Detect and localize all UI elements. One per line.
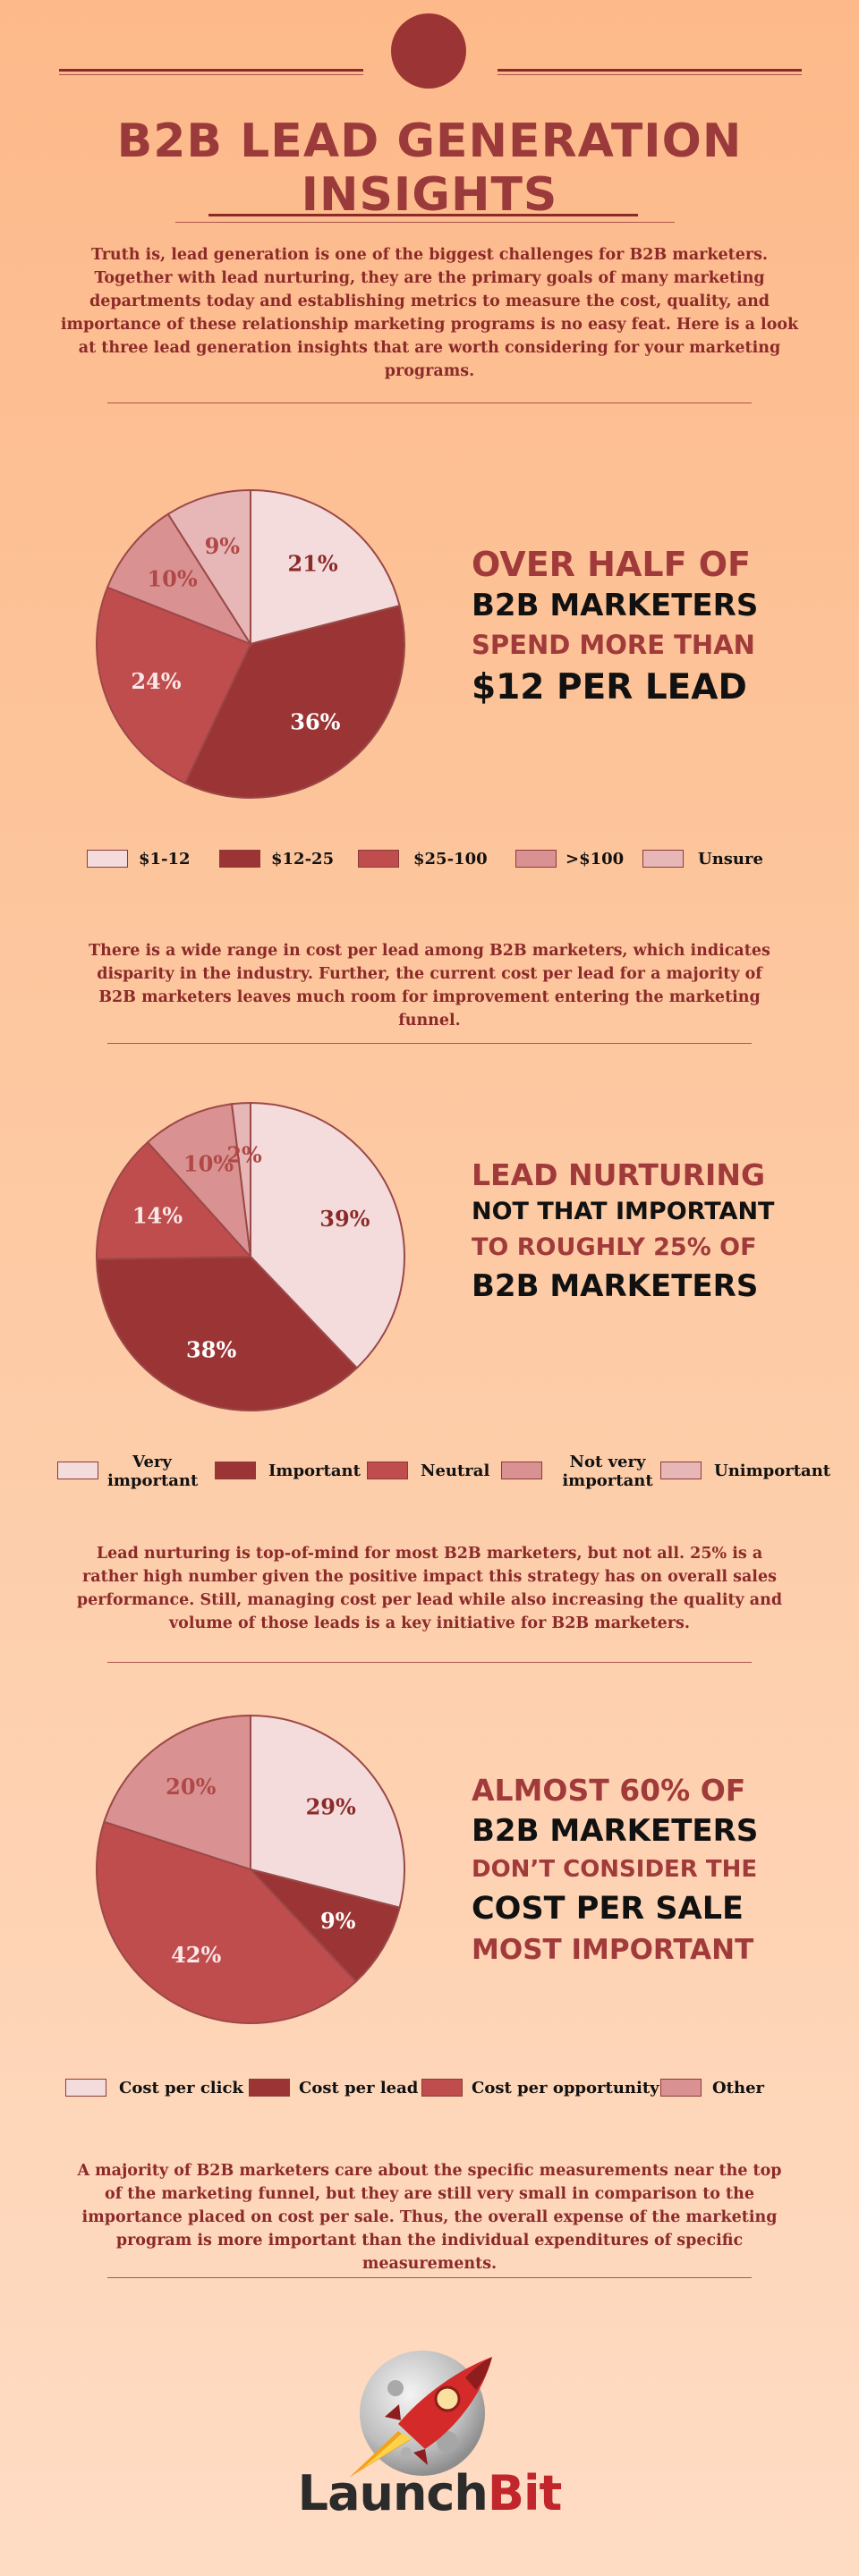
legend-swatch [421, 2079, 463, 2097]
pie-data-label: 24% [131, 668, 181, 694]
legend-label: Cost per opportunity [472, 2079, 659, 2097]
page-title: B2B LEAD GENERATION INSIGHTS [116, 114, 743, 222]
divider-4 [107, 2277, 752, 2278]
callout-3-line-3: DON’T CONSIDER THE [472, 1856, 758, 1883]
legend-label: Unimportant [714, 1462, 831, 1480]
legend-label: $1-12 [139, 850, 191, 869]
legend-swatch [367, 1462, 408, 1479]
callout-2-line-1: LEAD NURTURING [472, 1157, 766, 1192]
legend-label: Unsure [698, 850, 763, 869]
pie-data-label: 9% [205, 533, 241, 559]
pie-chart-metric-importance: 29% 9% 42% 20% [96, 1714, 405, 2024]
legend-swatch [501, 1462, 542, 1479]
divider-1 [107, 402, 752, 403]
pie-data-label: 20% [166, 1774, 216, 1800]
callout-1-line-1: OVER HALF OF [472, 545, 752, 584]
callout-3-line-5: MOST IMPORTANT [472, 1934, 754, 1966]
callout-1-line-3: SPEND MORE THAN [472, 630, 755, 660]
callout-3-line-1: ALMOST 60% OF [472, 1773, 746, 1808]
callout-2-line-4: B2B MARKETERS [472, 1268, 759, 1304]
divider-3 [107, 1662, 752, 1663]
legend-label: Very important [107, 1453, 199, 1490]
legend-label: Cost per click [119, 2079, 243, 2097]
pie-data-label: 39% [319, 1206, 370, 1232]
header-rule-left-thin [59, 74, 363, 75]
callout-3-line-2: B2B MARKETERS [472, 1813, 759, 1849]
legend-label: Cost per lead [299, 2079, 419, 2097]
callout-3: ALMOST 60% OF B2B MARKETERS DON’T CONSID… [472, 1771, 856, 1970]
pie-3-slices: 29% 9% 42% 20% [96, 1714, 405, 2024]
legend-swatch [219, 850, 260, 868]
callout-3-line-4: COST PER SALE [472, 1891, 744, 1927]
header-rule-right [498, 69, 802, 72]
pie-slice [96, 586, 252, 784]
legend-label: Other [712, 2079, 765, 2097]
section-2-paragraph: Lead nurturing is top-of-mind for most B… [76, 1545, 783, 1632]
pie-data-label: 10% [147, 566, 197, 592]
pie-data-label: 36% [290, 708, 340, 734]
pie-slice [250, 488, 401, 646]
pie-slice [250, 1714, 405, 1909]
legend-swatch [515, 850, 557, 868]
pie-slice [247, 1868, 401, 1983]
legend-label: Important [268, 1462, 361, 1480]
section-1-paragraph: There is a wide range in cost per lead a… [89, 942, 770, 1030]
pie-slice [96, 1820, 358, 2024]
legend-swatch [660, 1462, 702, 1479]
legend-swatch [65, 2079, 106, 2097]
pie-1-slices: 21% 36% 24% 10% 9% [96, 488, 405, 799]
header-circle [391, 13, 466, 89]
legend-label: Neutral [421, 1462, 490, 1480]
callout-1-line-2: B2B MARKETERS [472, 588, 759, 623]
brand-wordmark-part-2: Bit [487, 2465, 562, 2521]
pie-chart-cost-per-lead: 21% 36% 24% 10% 9% [96, 488, 405, 799]
divider-2 [107, 1043, 752, 1044]
rocket-logo-icon [349, 2351, 492, 2478]
pie-data-label: 21% [287, 550, 337, 576]
callout-2: LEAD NURTURING NOT THAT IMPORTANT TO ROU… [472, 1157, 856, 1307]
pie-data-label: 9% [320, 1908, 356, 1934]
pie-slice [146, 1103, 252, 1260]
pie-data-label: 38% [186, 1337, 236, 1363]
pie-data-label: 14% [132, 1203, 183, 1229]
title-rule-thin [175, 222, 675, 223]
legend-swatch [215, 1462, 256, 1479]
pie-slice [183, 605, 405, 799]
legend-swatch [642, 850, 684, 868]
header-rule-left [59, 69, 363, 72]
pie-slice [96, 1255, 359, 1411]
legend-label: >$100 [566, 850, 625, 869]
callout-2-line-3: TO ROUGHLY 25% OF [472, 1233, 757, 1261]
pie-slice [230, 1101, 251, 1258]
pie-data-label: 2% [226, 1142, 262, 1168]
pie-slice [106, 513, 253, 647]
intro-paragraph: Truth is, lead generation is one of the … [60, 246, 799, 380]
legend-swatch [358, 850, 399, 868]
legend-label: $25-100 [413, 850, 488, 869]
pie-slice [250, 1101, 405, 1369]
legend-swatch [57, 1462, 98, 1479]
pie-data-label: 29% [306, 1793, 356, 1819]
legend-swatch [660, 2079, 702, 2097]
legend-label: Not very important [562, 1453, 653, 1490]
pie-chart-lead-nurturing: 39% 38% 14%10%2% [96, 1101, 405, 1411]
section-3-paragraph: A majority of B2B marketers care about t… [77, 2162, 782, 2273]
pie-data-label: 10% [183, 1151, 234, 1177]
legend-label: $12-25 [271, 850, 335, 869]
header-rule-right-thin [498, 74, 802, 75]
pie-data-label: 42% [171, 1942, 221, 1968]
callout-2-line-2: NOT THAT IMPORTANT [472, 1198, 775, 1225]
legend-swatch [249, 2079, 290, 2097]
pie-slice [166, 488, 251, 648]
callout-1: OVER HALF OF B2B MARKETERS SPEND MORE TH… [472, 544, 856, 712]
brand-wordmark-part-1: Launch [297, 2465, 489, 2521]
title-rule-thick [208, 214, 638, 216]
legend-swatch [87, 850, 128, 868]
brand-wordmark: LaunchBit [0, 2467, 859, 2521]
callout-1-line-4: $12 PER LEAD [472, 667, 747, 708]
pie-slice [96, 1140, 253, 1260]
pie-slice [103, 1714, 251, 1871]
pie-2-slices: 39% 38% 14%10%2% [96, 1101, 405, 1411]
